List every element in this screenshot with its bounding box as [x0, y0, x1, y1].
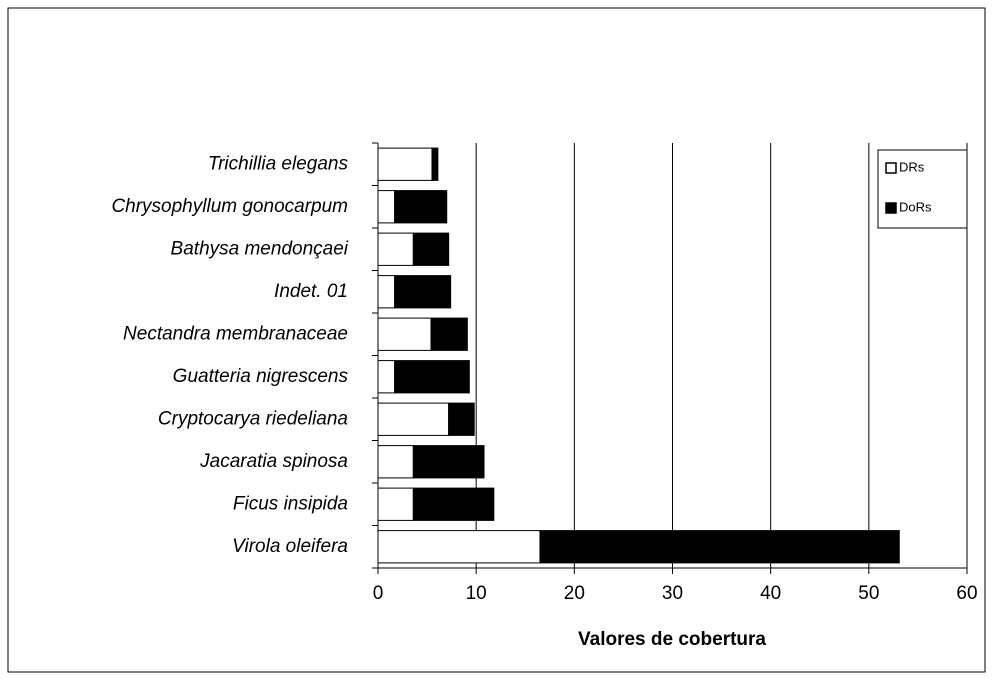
bar	[412, 445, 485, 479]
bar	[430, 317, 468, 351]
bar	[394, 275, 452, 309]
bar	[377, 317, 432, 351]
x-tick-label: 0	[373, 583, 384, 604]
y-tick-label: Bathysa mendonçaei	[171, 238, 349, 259]
bar	[377, 445, 414, 479]
x-tick-label: 50	[858, 583, 879, 604]
x-tick-label: 30	[662, 583, 683, 604]
bar	[394, 360, 470, 394]
y-tick-label: Virola oleifera	[232, 536, 348, 557]
x-axis-label: Valores de cobertura	[578, 629, 766, 650]
legend-swatch	[885, 202, 897, 214]
legend-swatch	[885, 162, 897, 174]
bar	[412, 232, 450, 266]
bar	[539, 530, 900, 564]
bar	[377, 402, 450, 436]
y-tick-label: Chrysophyllum gonocarpum	[111, 196, 348, 217]
y-tick-label: Trichillia elegans	[208, 153, 349, 174]
y-tick-label: Nectandra membranaceae	[123, 323, 348, 344]
bar	[377, 190, 396, 224]
legend-label: DRs	[899, 159, 925, 174]
bar	[377, 487, 414, 521]
bar	[412, 487, 495, 521]
legend-label: DoRs	[899, 199, 932, 214]
bar	[377, 147, 433, 181]
y-tick-label: Cryptocarya riedeliana	[158, 408, 348, 429]
bar	[431, 147, 439, 181]
x-tick-label: 60	[956, 583, 977, 604]
x-tick-label: 20	[564, 583, 585, 604]
y-tick-label: Ficus insipida	[233, 493, 348, 514]
bar	[377, 275, 396, 309]
bar	[377, 530, 541, 564]
y-tick-label: Indet. 01	[274, 281, 348, 302]
y-tick-label: Jacaratia spinosa	[199, 451, 348, 472]
x-tick-label: 10	[466, 583, 487, 604]
bar	[377, 232, 414, 266]
y-tick-label: Guatteria nigrescens	[173, 366, 349, 387]
bar	[448, 402, 475, 436]
bar	[394, 190, 448, 224]
bar	[377, 360, 396, 394]
x-tick-label: 40	[760, 583, 781, 604]
